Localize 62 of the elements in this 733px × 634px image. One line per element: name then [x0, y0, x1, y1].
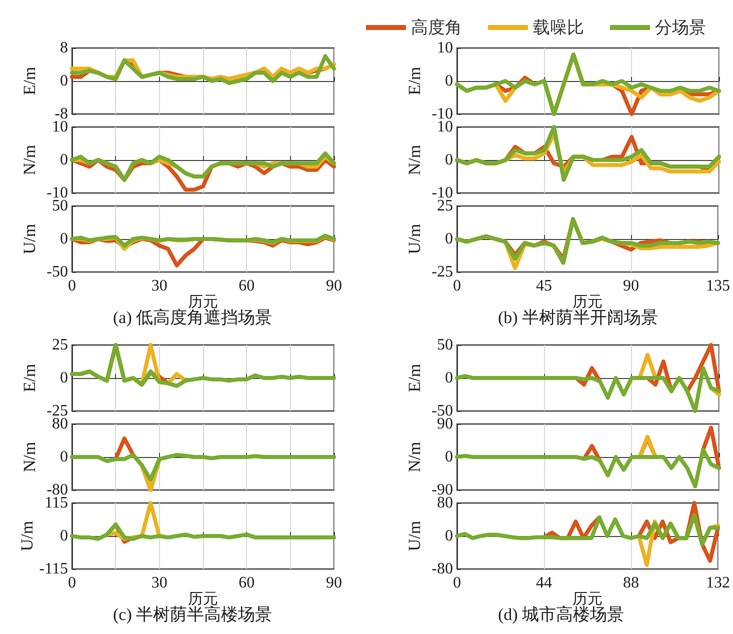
y-axis-title: U/m [405, 520, 424, 552]
y-axis-title: U/m [20, 224, 39, 254]
y-axis-title: N/m [20, 144, 39, 176]
legend-label: 高度角 [411, 18, 462, 37]
line-series [70, 234, 336, 248]
y-tick-label: 0 [60, 448, 68, 466]
y-tick-label: 0 [60, 72, 68, 90]
line-series [70, 452, 336, 482]
y-axis-title: U/m [17, 520, 36, 552]
x-tick-label: 90 [326, 278, 342, 294]
x-tick-label: 90 [326, 574, 342, 592]
y-tick-label: 0 [445, 448, 453, 466]
x-axis-title: 历元 [572, 294, 602, 310]
text: (d) 城市高楼场景 [498, 605, 624, 624]
x-tick-label: 88 [623, 574, 639, 592]
y-tick-label: 0 [445, 152, 453, 168]
x-tick-label: 135 [706, 278, 730, 294]
y-tick-label: 0 [445, 230, 453, 248]
line-series [455, 513, 720, 546]
y-tick-label: 0 [60, 370, 68, 386]
y-axis-title: E/m [405, 66, 424, 96]
line-series [70, 522, 336, 541]
y-tick-label: 0 [445, 528, 453, 544]
y-tick-label: -50 [46, 264, 68, 280]
x-tick-label: 44 [536, 574, 552, 592]
y-tick-label: -25 [432, 264, 453, 280]
x-tick-label: 30 [151, 574, 168, 592]
x-tick-label: 132 [706, 574, 730, 592]
y-tick-label: 0 [60, 152, 68, 168]
y-axis-title: E/m [405, 364, 424, 392]
x-tick-label: 30 [151, 278, 168, 294]
text: (b) 半树荫半开阔场景 [498, 308, 658, 327]
x-tick-label: 90 [623, 278, 639, 294]
legend-label: 载噪比 [533, 18, 584, 37]
y-axis-title: E/m [20, 66, 39, 96]
y-axis-title: N/m [405, 144, 424, 176]
y-tick-label: -115 [39, 560, 68, 578]
line-series [455, 125, 721, 182]
legend-label: 分场景 [655, 18, 706, 37]
y-axis-title: U/m [405, 224, 424, 254]
x-tick-label: 60 [238, 574, 255, 592]
line-series [70, 54, 336, 86]
text: (a) 低高度角遮挡场景 [113, 308, 272, 327]
y-tick-label: -80 [432, 560, 453, 578]
x-axis-title: 历元 [572, 591, 602, 608]
y-tick-label: 0 [60, 528, 68, 544]
y-tick-label: 10 [437, 40, 453, 56]
line-series [455, 448, 721, 488]
y-tick-label: 0 [445, 72, 453, 90]
y-tick-label: 8 [60, 40, 68, 56]
y-tick-label: 25 [52, 336, 68, 354]
y-axis-title: N/m [20, 442, 39, 472]
x-tick-label: 60 [238, 278, 255, 294]
y-tick-label: 0 [445, 370, 453, 386]
y-tick-label: 0 [60, 230, 68, 248]
line-series [455, 366, 721, 413]
y-axis-title: E/m [20, 364, 39, 392]
x-tick-label: 45 [536, 278, 552, 294]
y-tick-label: 50 [437, 336, 453, 354]
line-series [70, 343, 336, 388]
y-axis-title: N/m [405, 442, 424, 472]
text: (c) 半树荫半高楼场景 [113, 605, 272, 624]
